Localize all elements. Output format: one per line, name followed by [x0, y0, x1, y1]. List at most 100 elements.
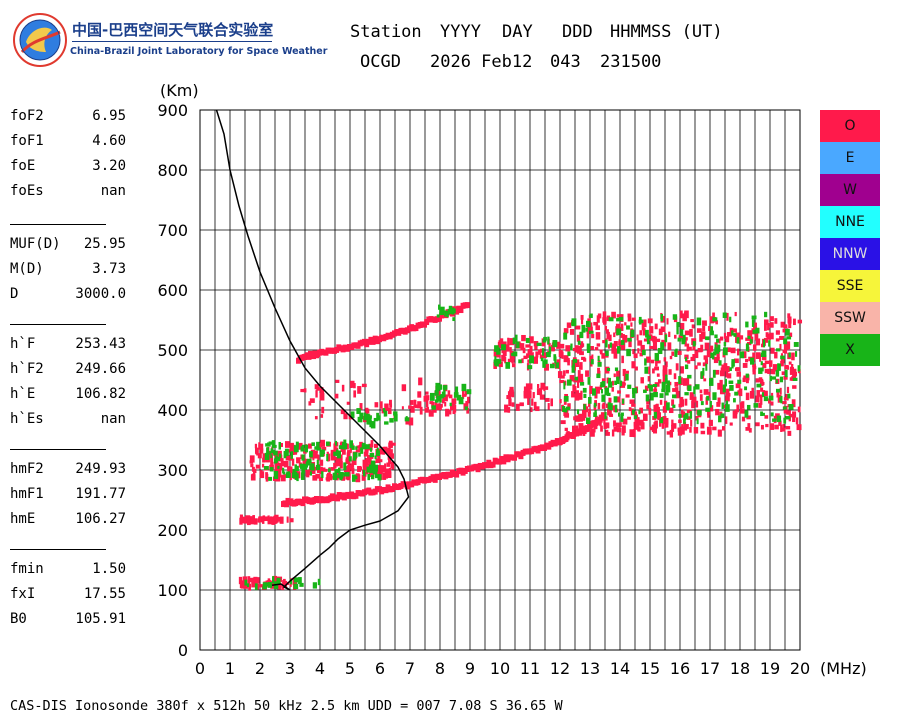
echo-point-x	[737, 379, 742, 384]
param-label: foE	[10, 158, 36, 174]
x-tick-label: 7	[405, 659, 415, 678]
echo-point-o	[431, 401, 435, 409]
echo-point-o	[287, 466, 293, 474]
echo-point-x	[613, 396, 618, 403]
echo-point-o	[316, 387, 321, 391]
echo-point-x	[363, 412, 367, 421]
echo-point-x	[567, 351, 571, 357]
echo-point-x	[493, 359, 496, 363]
echo-point-x	[714, 334, 718, 339]
echo-point-o	[379, 459, 383, 463]
echo-point-o	[729, 422, 733, 426]
echo-point-o	[615, 323, 621, 331]
echo-point-x	[283, 450, 287, 459]
echo-point-x	[717, 344, 721, 353]
echo-point-x	[273, 471, 279, 479]
echo-point-x	[589, 313, 593, 318]
echo-point-x	[587, 377, 591, 385]
echo-point-x	[607, 402, 611, 410]
echo-point-o	[727, 373, 732, 379]
echo-point-o	[702, 325, 706, 332]
echo-point-x	[712, 317, 718, 322]
echo-point-o	[618, 339, 621, 347]
echo-point-o	[755, 352, 761, 359]
echo-point-o	[745, 392, 750, 401]
echo-point-o	[715, 320, 718, 325]
echo-point-o	[493, 349, 497, 357]
echo-point-x	[531, 356, 534, 362]
echo-point-o	[753, 322, 757, 328]
echo-point-o	[529, 345, 533, 352]
echo-point-x	[269, 451, 272, 455]
param-label: h`F2	[10, 361, 44, 377]
echo-point-x	[272, 576, 275, 584]
echo-point-o	[755, 422, 760, 427]
echo-point-x	[614, 380, 618, 385]
echo-point-o	[682, 313, 687, 322]
echo-point-o	[718, 338, 721, 344]
echo-point-o	[425, 391, 429, 395]
echo-point-o	[571, 391, 575, 398]
echo-point-o	[255, 449, 259, 453]
echo-point-o	[700, 422, 705, 429]
echo-point-o	[775, 413, 780, 418]
echo-point-x	[439, 307, 445, 316]
echo-trace-o	[370, 338, 376, 345]
echo-point-x	[712, 351, 717, 356]
echo-point-o	[418, 377, 423, 386]
echo-trace-o	[300, 500, 306, 507]
echo-point-o	[289, 442, 294, 451]
echo-point-o	[611, 429, 615, 437]
echo-point-o	[335, 379, 340, 383]
echo-point-x	[667, 380, 670, 385]
echo-point-x	[604, 412, 607, 420]
echo-point-o	[560, 351, 564, 358]
echo-point-x	[659, 393, 664, 398]
echo-point-x	[675, 348, 678, 353]
echo-point-o	[258, 518, 261, 523]
echo-point-o	[539, 354, 544, 359]
echo-point-x	[632, 387, 636, 394]
echo-point-x	[660, 342, 665, 350]
echo-point-x	[285, 472, 291, 478]
echo-point-x	[620, 413, 624, 422]
echo-point-x	[516, 341, 520, 349]
echo-point-x	[684, 357, 688, 361]
param-label: hmF1	[10, 486, 44, 502]
echo-point-x	[495, 358, 499, 367]
param-divider	[10, 549, 106, 550]
y-tick-label: 800	[157, 161, 188, 180]
echo-point-o	[580, 390, 583, 395]
echo-point-o	[769, 322, 774, 328]
echo-point-o	[634, 366, 638, 371]
echo-point-o	[687, 360, 691, 364]
echo-point-o	[651, 424, 657, 433]
echo-point-o	[679, 310, 683, 319]
echo-point-x	[705, 336, 710, 341]
echo-point-o	[591, 354, 594, 360]
echo-point-x	[289, 579, 293, 585]
echo-point-o	[778, 420, 782, 426]
echo-point-x	[295, 465, 299, 472]
echo-point-x	[299, 582, 304, 587]
echo-point-o	[660, 326, 666, 333]
echo-point-o	[648, 366, 651, 375]
echo-point-o	[508, 389, 514, 397]
echo-point-o	[563, 410, 569, 417]
echo-point-x	[370, 463, 374, 471]
echo-point-o	[755, 332, 759, 341]
echo-point-o	[669, 355, 673, 360]
echo-point-o	[621, 355, 624, 364]
echo-point-o	[596, 343, 601, 347]
echo-point-x	[342, 444, 347, 449]
echo-point-x	[666, 402, 670, 411]
echo-trace-o	[458, 307, 464, 314]
echo-point-o	[782, 401, 787, 405]
echo-point-x	[273, 444, 277, 448]
echo-point-o	[306, 472, 310, 478]
echo-point-o	[530, 352, 534, 357]
x-tick-label: 18	[730, 659, 750, 678]
echo-point-x	[292, 468, 296, 476]
echo-point-o	[276, 582, 282, 590]
echo-point-o	[689, 392, 694, 400]
